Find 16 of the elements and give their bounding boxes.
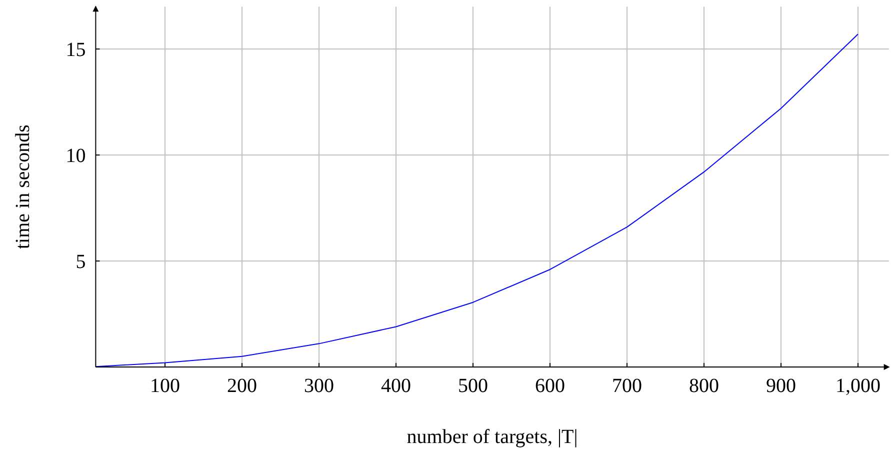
y-tick-label: 15 (66, 39, 86, 61)
x-axis-title: number of targets, |T| (406, 426, 578, 448)
x-tick-label: 1,000 (836, 375, 880, 397)
x-tick-label: 500 (458, 375, 488, 397)
line-series (95, 34, 858, 368)
x-tick-label: 700 (612, 375, 642, 397)
y-tick-label: 5 (76, 251, 86, 273)
x-tick-label: 600 (535, 375, 565, 397)
y-axis-title: time in seconds (12, 124, 34, 250)
x-tick-label: 100 (150, 375, 180, 397)
x-tick-label: 900 (766, 375, 796, 397)
x-tick-label: 300 (304, 375, 334, 397)
y-tick-label: 10 (66, 145, 86, 167)
x-tick-label: 400 (381, 375, 411, 397)
x-tick-label: 800 (689, 375, 719, 397)
x-tick-label: 200 (227, 375, 257, 397)
